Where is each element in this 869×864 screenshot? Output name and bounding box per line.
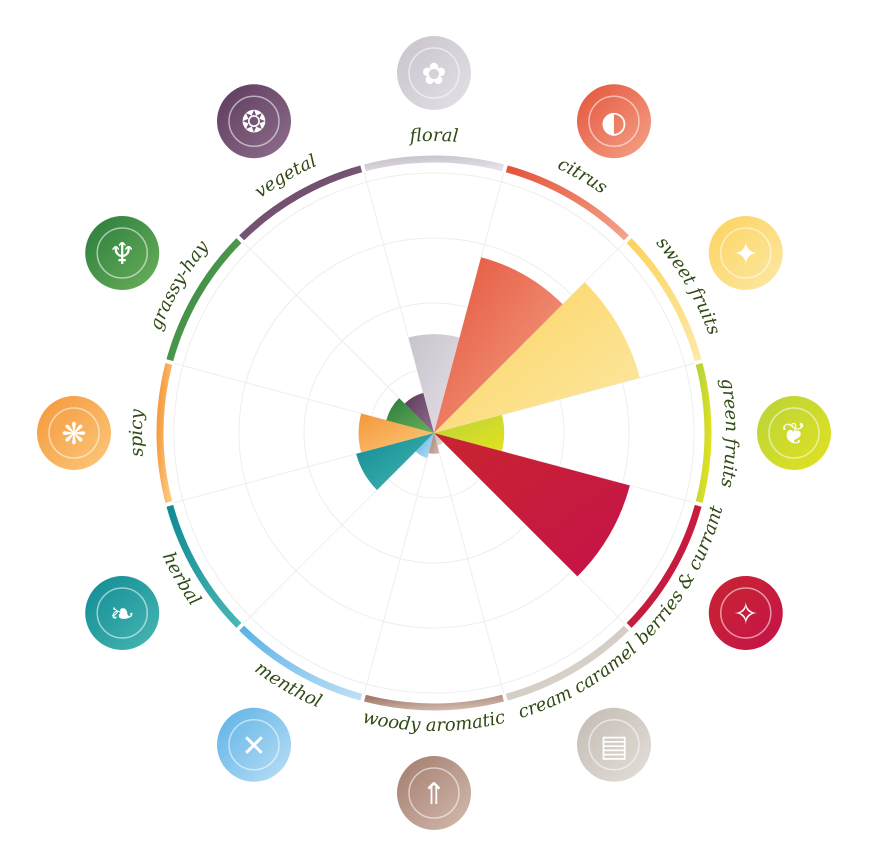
- wedge-grassy-hay: [386, 398, 434, 433]
- leaf-icon: ❧: [85, 576, 160, 650]
- ring-segment-berries-and-currant: [626, 504, 702, 628]
- trees-icon: ⇑: [397, 756, 471, 830]
- onion-icon: ❂: [217, 84, 291, 159]
- wedge-spicy: [358, 413, 434, 453]
- label-herbal: herbal: [158, 549, 205, 610]
- flower-icon: ✿: [397, 36, 471, 110]
- label-woody-aromatic: woody aromatic: [361, 707, 507, 736]
- svg-text:✕: ✕: [241, 729, 266, 764]
- ring-segment-woody-aromatic: [364, 694, 504, 711]
- wedge-woody-aromatic: [428, 433, 440, 454]
- wedge-cream-caramel: [434, 433, 444, 446]
- grid-spoke: [363, 432, 435, 694]
- ring-segment-herbal: [166, 504, 242, 628]
- svg-text:⇑: ⇑: [421, 777, 446, 812]
- svg-text:❦: ❦: [781, 417, 806, 452]
- ring-segment-cream-caramel: [505, 625, 629, 701]
- candy-cane-icon: ✕: [217, 707, 291, 782]
- chart-wedges: [356, 257, 640, 577]
- pear-icon: ❦: [757, 396, 831, 470]
- svg-text:▤: ▤: [600, 729, 628, 764]
- svg-text:◐: ◐: [601, 105, 627, 140]
- grass-icon: ♆: [85, 216, 160, 290]
- svg-text:♆: ♆: [109, 237, 136, 272]
- svg-text:✦: ✦: [733, 237, 758, 272]
- grid-circle: [303, 302, 565, 564]
- ring-segment-citrus: [505, 165, 629, 241]
- label-vegetal: vegetal: [251, 150, 320, 202]
- wedge-sweet-fruits: [434, 282, 640, 433]
- ring-segment-sweet-fruits: [626, 238, 702, 362]
- ring-segment-vegetal: [239, 165, 363, 241]
- svg-text:❋: ❋: [61, 417, 86, 452]
- ring-segment-menthol: [239, 625, 363, 701]
- lemon-slice-icon: ◐: [577, 84, 651, 159]
- label-spicy: spicy: [126, 408, 148, 458]
- wedge-menthol: [415, 433, 434, 459]
- grid-circle: [173, 172, 695, 694]
- svg-text:❧: ❧: [110, 597, 135, 632]
- svg-text:✧: ✧: [733, 597, 758, 632]
- wedge-green-fruits: [434, 414, 505, 452]
- category-icons: ✿ ◐ ✦ ❦ ✧ ▤ ⇑ ✕ ❧ ❋ ♆ ❂: [37, 36, 831, 830]
- grid-spoke: [173, 362, 435, 434]
- grid-spoke: [433, 432, 505, 694]
- svg-text:❂: ❂: [241, 105, 266, 140]
- svg-text:✿: ✿: [421, 57, 446, 92]
- cake-icon: ▤: [577, 707, 651, 782]
- grid-circle: [238, 237, 630, 629]
- wedge-herbal: [356, 433, 434, 490]
- chili-pepper-icon: ❋: [37, 396, 111, 470]
- outer-ring: [156, 155, 712, 711]
- wedge-floral: [408, 334, 460, 433]
- label-floral: floral: [407, 125, 459, 147]
- pineapple-icon: ✦: [708, 216, 783, 290]
- ring-segment-spicy: [156, 363, 173, 503]
- ring-segment-grassy-hay: [166, 238, 242, 362]
- ring-segment-floral: [364, 155, 504, 172]
- label-green-fruits: green fruits: [716, 377, 742, 490]
- ring-segment-green-fruits: [695, 363, 712, 503]
- wedge-citrus: [434, 257, 563, 433]
- berries-icon: ✧: [708, 576, 783, 650]
- wedge-vegetal: [404, 392, 434, 433]
- wedge-berries-and-currant: [434, 433, 630, 577]
